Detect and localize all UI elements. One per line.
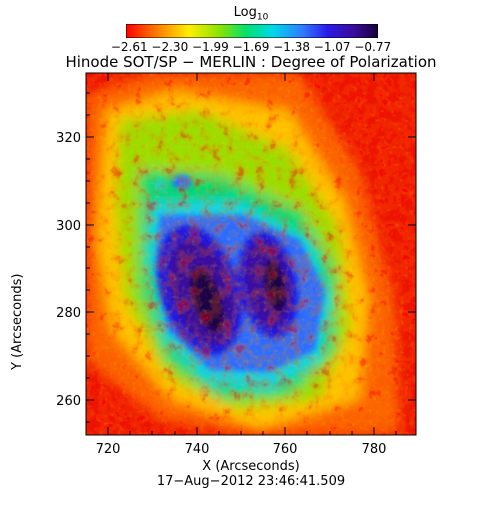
plot-frame [85,72,417,436]
y-axis-label: Y (Arcseconds) [10,273,25,370]
colorbar-title: Log10 [233,5,269,23]
x-tick-label: 740 [185,442,210,457]
y-tick-label: 320 [56,131,81,146]
x-tick-label: 780 [362,442,387,457]
y-tick-label: 260 [56,394,81,409]
x-tick-label: 720 [96,442,121,457]
observation-timestamp: 17−Aug−2012 23:46:41.509 [156,474,346,489]
y-tick-label: 280 [56,306,81,321]
image-panel [86,73,416,435]
colorbar-tick-labels: −2.61 −2.30 −1.99 −1.69 −1.38 −1.07 −0.7… [110,40,392,54]
x-axis-ticks [107,73,397,435]
y-tick-label: 300 [56,219,81,234]
y-axis-ticks [86,92,416,423]
x-tick-label: 760 [273,442,298,457]
x-axis-label: X (Arcseconds) [202,459,300,474]
plot-title: Hinode SOT/SP − MERLIN : Degree of Polar… [65,53,437,71]
colorbar [126,24,378,38]
